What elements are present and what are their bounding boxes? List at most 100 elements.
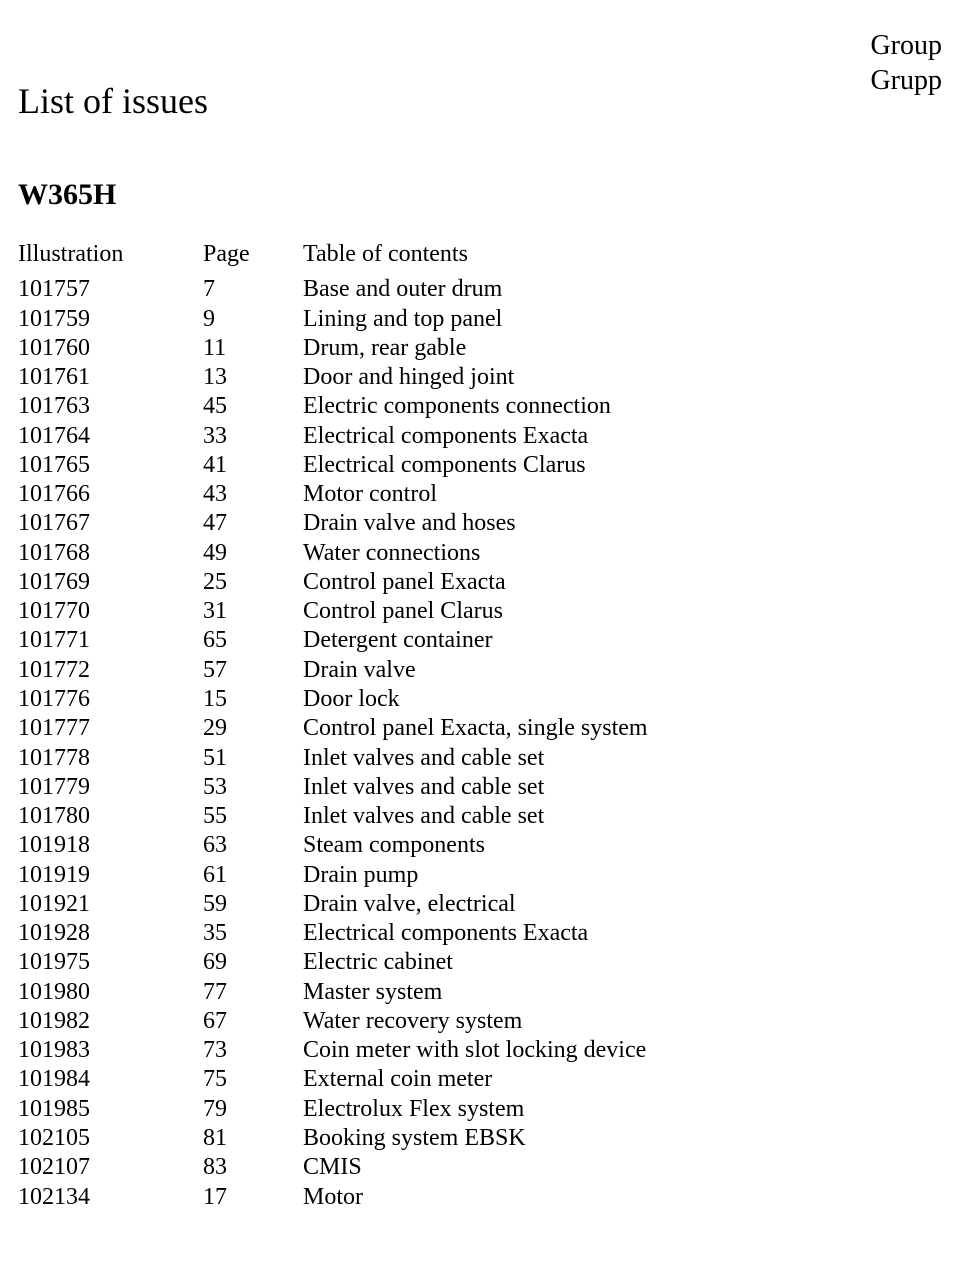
- cell-toc: Electrolux Flex system: [303, 1095, 903, 1124]
- cell-page: 13: [203, 363, 303, 392]
- cell-illustration: 102105: [18, 1124, 203, 1153]
- table-row: 10177031Control panel Clarus: [18, 597, 903, 626]
- cell-page: 49: [203, 539, 303, 568]
- corner-labels: Group Grupp: [870, 28, 942, 98]
- header-toc: Table of contents: [303, 240, 903, 275]
- table-row: 10176925Control panel Exacta: [18, 568, 903, 597]
- cell-illustration: 101759: [18, 305, 203, 334]
- cell-page: 63: [203, 831, 303, 860]
- cell-page: 15: [203, 685, 303, 714]
- cell-toc: Control panel Clarus: [303, 597, 903, 626]
- table-row: 10198077Master system: [18, 978, 903, 1007]
- table-row: 10178055Inlet valves and cable set: [18, 802, 903, 831]
- cell-page: 75: [203, 1065, 303, 1094]
- cell-page: 57: [203, 656, 303, 685]
- table-row: 10192835Electrical components Exacta: [18, 919, 903, 948]
- cell-illustration: 101777: [18, 714, 203, 743]
- cell-page: 81: [203, 1124, 303, 1153]
- cell-toc: Inlet valves and cable set: [303, 773, 903, 802]
- cell-illustration: 101766: [18, 480, 203, 509]
- table-row: 10177851Inlet valves and cable set: [18, 744, 903, 773]
- cell-illustration: 101778: [18, 744, 203, 773]
- cell-illustration: 101928: [18, 919, 203, 948]
- cell-illustration: 101769: [18, 568, 203, 597]
- table-row: 10177615Door lock: [18, 685, 903, 714]
- cell-illustration: 101980: [18, 978, 203, 1007]
- cell-illustration: 101982: [18, 1007, 203, 1036]
- cell-toc: Water recovery system: [303, 1007, 903, 1036]
- cell-toc: Door lock: [303, 685, 903, 714]
- cell-toc: Control panel Exacta, single system: [303, 714, 903, 743]
- table-row: 10198579Electrolux Flex system: [18, 1095, 903, 1124]
- table-row: 1017577Base and outer drum: [18, 275, 903, 304]
- table-row: 10198373Coin meter with slot locking dev…: [18, 1036, 903, 1065]
- cell-toc: Motor control: [303, 480, 903, 509]
- table-row: 10210783CMIS: [18, 1153, 903, 1182]
- cell-page: 51: [203, 744, 303, 773]
- group-label-en: Group: [870, 28, 942, 63]
- cell-illustration: 101767: [18, 509, 203, 538]
- document-page: Group Grupp List of issues W365H Illustr…: [0, 0, 960, 1271]
- cell-illustration: 101765: [18, 451, 203, 480]
- table-row: 1017599Lining and top panel: [18, 305, 903, 334]
- cell-illustration: 101918: [18, 831, 203, 860]
- cell-page: 69: [203, 948, 303, 977]
- cell-illustration: 101764: [18, 422, 203, 451]
- table-row: 10210581Booking system EBSK: [18, 1124, 903, 1153]
- cell-illustration: 101919: [18, 861, 203, 890]
- cell-illustration: 102107: [18, 1153, 203, 1182]
- header-illustration: Illustration: [18, 240, 203, 275]
- table-row: 10191863Steam components: [18, 831, 903, 860]
- table-row: 10213417Motor: [18, 1183, 903, 1212]
- table-row: 10177165Detergent container: [18, 626, 903, 655]
- table-row: 10176345Electric components connection: [18, 392, 903, 421]
- cell-toc: Drain valve: [303, 656, 903, 685]
- cell-toc: Electrical components Exacta: [303, 422, 903, 451]
- cell-page: 61: [203, 861, 303, 890]
- cell-toc: Drain valve, electrical: [303, 890, 903, 919]
- cell-page: 59: [203, 890, 303, 919]
- cell-illustration: 101771: [18, 626, 203, 655]
- page-title: List of issues: [18, 80, 208, 122]
- cell-illustration: 101983: [18, 1036, 203, 1065]
- cell-page: 11: [203, 334, 303, 363]
- cell-illustration: 102134: [18, 1183, 203, 1212]
- table-row: 10177729Control panel Exacta, single sys…: [18, 714, 903, 743]
- table-row: 10176011Drum, rear gable: [18, 334, 903, 363]
- cell-toc: Electrical components Exacta: [303, 919, 903, 948]
- cell-toc: Inlet valves and cable set: [303, 802, 903, 831]
- cell-illustration: 101763: [18, 392, 203, 421]
- header-page: Page: [203, 240, 303, 275]
- cell-toc: Control panel Exacta: [303, 568, 903, 597]
- cell-toc: Drain pump: [303, 861, 903, 890]
- table-row: 10176643Motor control: [18, 480, 903, 509]
- cell-illustration: 101761: [18, 363, 203, 392]
- contents-table-wrap: Illustration Page Table of contents 1017…: [18, 240, 903, 1212]
- table-row: 10176849Water connections: [18, 539, 903, 568]
- cell-page: 53: [203, 773, 303, 802]
- table-body: 1017577Base and outer drum1017599Lining …: [18, 275, 903, 1212]
- cell-toc: Door and hinged joint: [303, 363, 903, 392]
- cell-page: 7: [203, 275, 303, 304]
- cell-toc: Detergent container: [303, 626, 903, 655]
- cell-page: 17: [203, 1183, 303, 1212]
- cell-page: 83: [203, 1153, 303, 1182]
- cell-page: 73: [203, 1036, 303, 1065]
- cell-toc: External coin meter: [303, 1065, 903, 1094]
- table-row: 10177257Drain valve: [18, 656, 903, 685]
- cell-toc: Electric components connection: [303, 392, 903, 421]
- cell-page: 47: [203, 509, 303, 538]
- cell-page: 35: [203, 919, 303, 948]
- cell-illustration: 101772: [18, 656, 203, 685]
- cell-page: 79: [203, 1095, 303, 1124]
- cell-toc: Drum, rear gable: [303, 334, 903, 363]
- cell-toc: Lining and top panel: [303, 305, 903, 334]
- cell-page: 29: [203, 714, 303, 743]
- cell-toc: Drain valve and hoses: [303, 509, 903, 538]
- cell-page: 31: [203, 597, 303, 626]
- table-row: 10191961Drain pump: [18, 861, 903, 890]
- table-header-row: Illustration Page Table of contents: [18, 240, 903, 275]
- cell-page: 43: [203, 480, 303, 509]
- table-row: 10197569Electric cabinet: [18, 948, 903, 977]
- table-row: 10198475External coin meter: [18, 1065, 903, 1094]
